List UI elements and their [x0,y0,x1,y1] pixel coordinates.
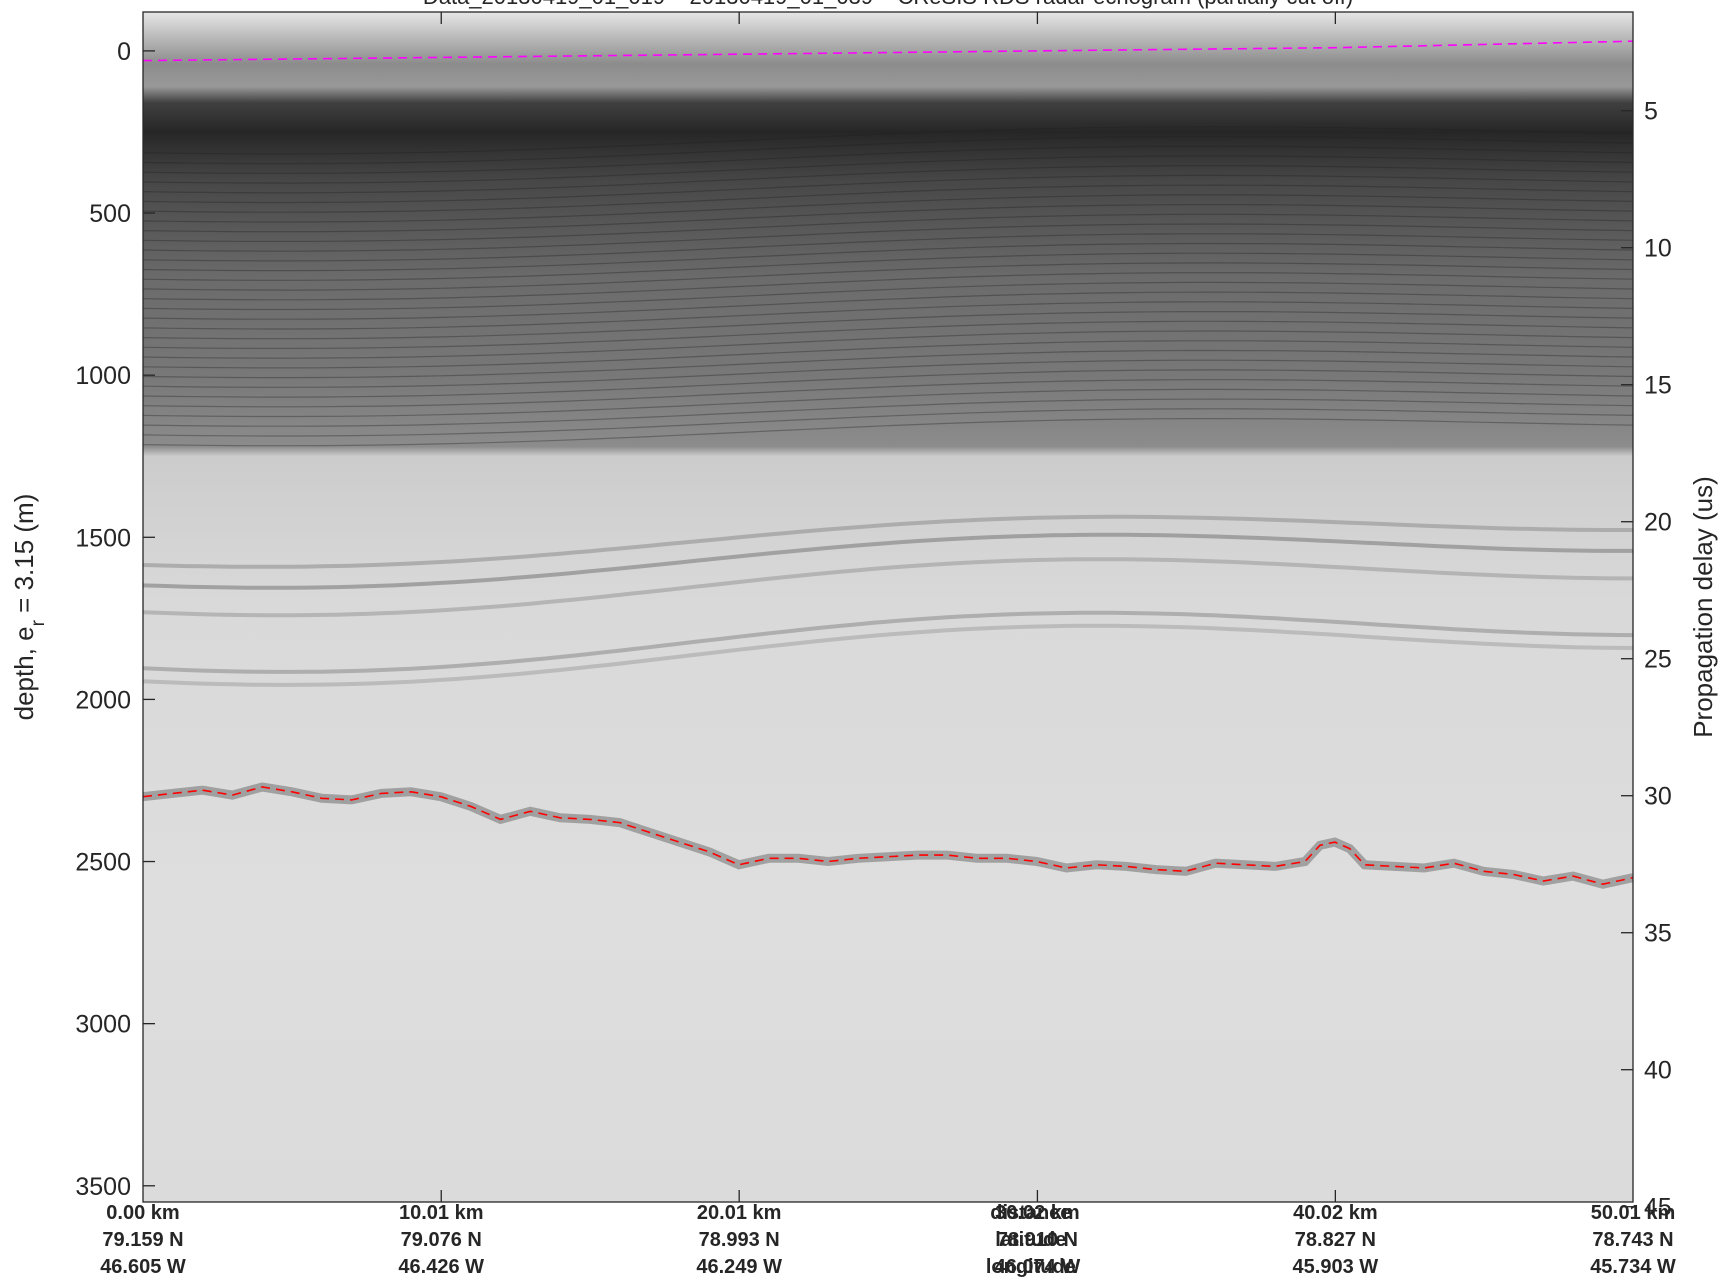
right-y-tick-label: 30 [1644,783,1672,811]
left-y-tick-label: 1000 [75,362,131,390]
left-y-axis-label-tail: = 3.15 (m) [9,494,39,620]
x-row-label-latitude: latitude [995,1229,1066,1251]
x-tick-label-longitude: 46.249 W [696,1256,782,1278]
right-y-tick-label: 40 [1644,1057,1672,1085]
x-tick-label-distance: 20.01 km [697,1202,782,1224]
x-tick-label-distance: 10.01 km [399,1202,484,1224]
x-row-label-distance: distance [990,1202,1071,1224]
x-tick-label-distance: 0.00 km [106,1202,179,1224]
left-y-tick-label: 500 [89,200,131,228]
left-y-tick-label: 3500 [75,1173,131,1201]
right-y-tick-label: 5 [1644,98,1658,126]
left-y-axis-label: depth, er = 3.15 (m) [9,494,49,721]
plot-area [143,12,1633,1202]
x-tick-label-longitude: 46.605 W [100,1256,186,1278]
figure-title: Data_20130419_01_019 – 20130419_01_039 –… [423,0,1353,9]
right-y-axis-label: Propagation delay (us) [1688,476,1718,738]
right-y-tick-label: 25 [1644,646,1672,674]
left-y-tick-label: 0 [117,38,131,66]
x-tick-label-longitude: 46.426 W [398,1256,484,1278]
x-tick-label-latitude: 79.159 N [102,1229,183,1251]
right-y-tick-label: 10 [1644,235,1672,263]
left-y-tick-label: 1500 [75,524,131,552]
right-y-tick-label: 20 [1644,509,1672,537]
x-tick-label-longitude: 45.734 W [1590,1256,1676,1278]
x-tick-label-distance: 50.01 km [1591,1202,1676,1224]
right-y-tick-label: 15 [1644,372,1672,400]
x-row-label-longitude: longitude [986,1256,1076,1278]
left-y-tick-label: 2000 [75,686,131,714]
x-tick-label-distance: 40.02 km [1293,1202,1378,1224]
right-y-tick-label: 35 [1644,920,1672,948]
x-tick-label-latitude: 78.827 N [1295,1229,1376,1251]
x-tick-label-latitude: 78.993 N [699,1229,780,1251]
left-y-axis-label-main: depth, e [9,626,39,720]
x-tick-label-latitude: 78.743 N [1592,1229,1673,1251]
x-tick-label-longitude: 45.903 W [1293,1256,1379,1278]
radargram-image [143,12,1633,1202]
left-y-tick-label: 3000 [75,1011,131,1039]
x-tick-label-latitude: 79.076 N [401,1229,482,1251]
left-y-tick-label: 2500 [75,849,131,877]
